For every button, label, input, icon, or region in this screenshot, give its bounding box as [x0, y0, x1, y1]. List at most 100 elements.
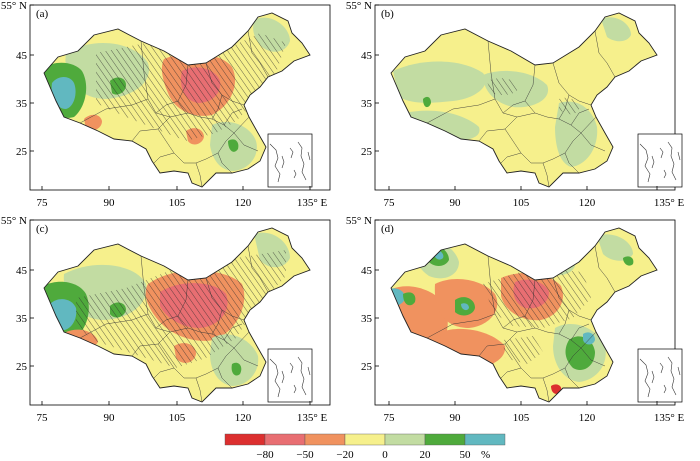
lat-label: 45: [361, 265, 373, 277]
lon-label: 135° E: [297, 197, 328, 209]
lon-label: 105: [169, 197, 186, 209]
lon-label: 120: [579, 197, 596, 209]
legend-swatches: [224, 433, 506, 446]
legend-swatch: [424, 433, 466, 446]
lon-label: 75: [37, 412, 49, 424]
lon-label: 90: [104, 197, 116, 209]
map-b-svg: (b) 55° N 45 35 25 75 90 105 120 135° E: [346, 0, 685, 209]
map-panel-c: (c) 55° N 45 35 25 75 90 105 120 135° E: [0, 215, 345, 430]
legend-tick-label: −50: [296, 449, 314, 461]
legend-swatch: [304, 433, 346, 446]
lat-label: 25: [361, 361, 373, 373]
anomaly-region: [461, 303, 469, 311]
legend-svg: −80 −50 −20 0 20 50 %: [224, 433, 506, 461]
lon-label: 75: [384, 412, 396, 424]
lon-label: 105: [513, 412, 530, 424]
south-china-sea-inset: [267, 348, 313, 403]
lon-label: 135° E: [654, 197, 685, 209]
anomaly-region: [555, 101, 598, 167]
anomaly-region: [623, 256, 634, 266]
lon-label: 75: [384, 197, 396, 209]
lat-label: 35: [361, 98, 373, 110]
china-map-b: [390, 12, 658, 188]
anomaly-region: [231, 362, 242, 376]
significance-hatch: [487, 78, 519, 95]
legend-tick-label: 0: [382, 449, 388, 461]
lat-label: 45: [361, 50, 373, 62]
lat-label: 25: [16, 361, 28, 373]
legend-unit: %: [481, 449, 490, 461]
lon-ticks: 75 90 105 120 135° E: [384, 186, 685, 209]
south-china-sea-inset: [637, 133, 683, 188]
lon-label: 75: [37, 197, 49, 209]
lat-label: 45: [16, 50, 28, 62]
legend-tick-label: 20: [420, 449, 432, 461]
significance-hatch: [503, 336, 543, 364]
legend-swatch: [264, 433, 306, 446]
lat-label: 35: [361, 313, 373, 325]
significance-hatch: [559, 97, 579, 115]
south-china-sea-inset: [637, 348, 683, 403]
lat-label: 55° N: [1, 215, 27, 227]
significance-hatch: [96, 33, 286, 141]
legend-tick-label: 50: [460, 449, 472, 461]
anomaly-region: [405, 110, 480, 140]
panel-label: (c): [36, 223, 49, 235]
lat-ticks: 55° N 45 35 25: [346, 215, 379, 373]
lat-label: 55° N: [1, 0, 27, 12]
anomaly-region: [583, 332, 595, 345]
lat-label: 55° N: [346, 215, 372, 227]
legend-swatch: [464, 433, 506, 446]
anomaly-region: [423, 96, 431, 108]
anomaly-region: [565, 336, 595, 371]
map-panel-a: (a) 55° N 45 35 25 75 90 105 120 135° E: [0, 0, 345, 215]
south-china-sea-inset: [267, 133, 313, 188]
lon-label: 135° E: [297, 412, 328, 424]
anomaly-region: [228, 139, 239, 152]
lon-label: 105: [169, 412, 186, 424]
significance-hatch: [483, 268, 591, 328]
anomaly-region: [601, 17, 631, 42]
map-panel-d: (d) 55° N 45 35 25 75 90 105 120 135° E: [345, 215, 700, 430]
legend-swatch: [384, 433, 426, 446]
color-legend: −80 −50 −20 0 20 50 %: [224, 433, 525, 461]
anomaly-region: [393, 61, 486, 103]
lon-ticks: 75 90 105 120 135° E: [37, 401, 328, 424]
anomaly-region: [51, 77, 76, 109]
anomaly-region: [403, 292, 416, 306]
lat-label: 55° N: [346, 0, 372, 12]
panel-label: (b): [381, 8, 394, 20]
map-c-svg: (c) 55° N 45 35 25 75 90 105 120 135° E: [1, 215, 331, 424]
map-panel-b: (b) 55° N 45 35 25 75 90 105 120 135° E: [345, 0, 700, 215]
legend-tick-label: −20: [336, 449, 354, 461]
map-d-svg: (d) 55° N 45 35 25 75 90 105 120 135° E: [346, 215, 685, 424]
lat-label: 35: [16, 313, 28, 325]
lon-label: 120: [235, 412, 252, 424]
legend-swatch: [344, 433, 386, 446]
lon-label: 135° E: [654, 412, 685, 424]
panel-label: (a): [36, 8, 49, 20]
map-a-svg: (a) 55° N 45 35 25 75 90 105 120 135° E: [1, 0, 331, 209]
lat-label: 25: [361, 146, 373, 158]
lon-label: 90: [104, 412, 116, 424]
anomaly-fill-a: [44, 17, 290, 171]
lat-ticks: 55° N 45 35 25: [1, 215, 34, 373]
legend-tick-label: −80: [256, 449, 274, 461]
significance-hatch: [76, 250, 286, 368]
china-map-a: [43, 12, 311, 188]
anomaly-region: [597, 234, 633, 261]
lon-label: 90: [450, 197, 462, 209]
lon-label: 120: [235, 197, 252, 209]
lon-ticks: 75 90 105 120 135° E: [384, 401, 685, 424]
lat-ticks: 55° N 45 35 25: [1, 0, 34, 158]
panel-label: (d): [381, 223, 394, 235]
lon-ticks: 75 90 105 120 135° E: [37, 186, 328, 209]
lat-ticks: 55° N 45 35 25: [346, 0, 379, 158]
lon-label: 120: [579, 412, 596, 424]
lat-label: 35: [16, 98, 28, 110]
anomaly-fill-b: [393, 17, 631, 167]
lon-label: 105: [513, 197, 530, 209]
lat-label: 25: [16, 146, 28, 158]
lon-label: 90: [450, 412, 462, 424]
lat-label: 45: [16, 265, 28, 277]
